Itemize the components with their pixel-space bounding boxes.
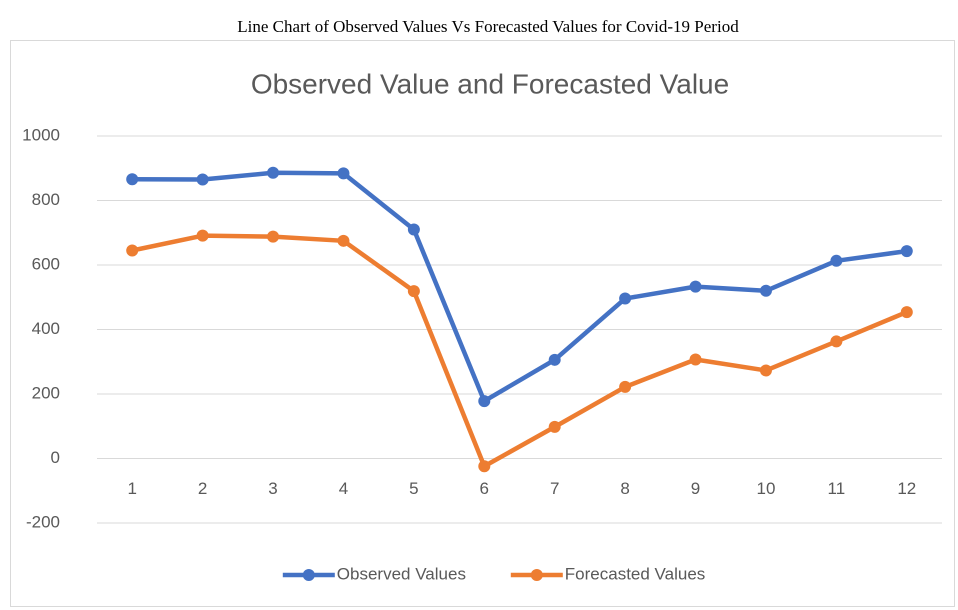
y-tick-label: 600	[32, 254, 60, 273]
x-tick-label: 7	[550, 479, 559, 498]
marker	[548, 353, 561, 366]
y-tick-label: -200	[26, 512, 60, 531]
legend-label: Observed Values	[337, 564, 466, 583]
marker	[830, 335, 843, 348]
marker	[830, 254, 843, 267]
marker	[619, 380, 632, 393]
x-tick-label: 3	[268, 479, 277, 498]
caption: Line Chart of Observed Values Vs Forecas…	[237, 17, 739, 36]
x-tick-label: 11	[828, 479, 846, 498]
marker	[478, 460, 491, 473]
marker	[196, 173, 209, 186]
marker	[126, 173, 139, 186]
x-tick-label: 6	[480, 479, 489, 498]
marker	[759, 284, 772, 297]
marker	[689, 280, 702, 293]
series-line	[131, 233, 908, 469]
legend-marker	[302, 569, 315, 581]
marker	[337, 167, 350, 180]
x-tick-label: 10	[756, 479, 775, 498]
marker	[267, 230, 280, 243]
y-tick-label: 0	[51, 448, 60, 467]
marker	[619, 292, 632, 305]
marker	[478, 395, 491, 408]
marker	[337, 234, 350, 247]
marker	[900, 306, 913, 319]
x-tick-label: 2	[198, 479, 207, 498]
x-tick-label: 5	[409, 479, 418, 498]
x-tick-label: 4	[339, 479, 348, 498]
marker	[407, 223, 420, 236]
x-tick-label: 9	[691, 479, 700, 498]
marker	[548, 420, 561, 433]
y-tick-label: 1000	[22, 125, 60, 144]
x-tick-label: 12	[897, 479, 916, 498]
marker	[267, 166, 280, 179]
marker	[759, 364, 772, 377]
y-tick-label: 800	[32, 190, 60, 209]
x-tick-label: 1	[127, 479, 136, 498]
chart-title: Observed Value and Forecasted Value	[251, 68, 729, 99]
marker	[689, 353, 702, 366]
series-line	[132, 170, 908, 404]
legend-marker	[530, 569, 543, 581]
chart-border	[10, 40, 955, 607]
marker	[900, 245, 913, 258]
marker	[196, 229, 209, 242]
marker	[126, 244, 139, 257]
y-tick-label: 200	[32, 383, 60, 402]
marker	[407, 285, 420, 298]
y-tick-label: 400	[32, 319, 60, 338]
x-tick-label: 8	[620, 479, 629, 498]
legend-label: Forecasted Values	[565, 564, 705, 583]
